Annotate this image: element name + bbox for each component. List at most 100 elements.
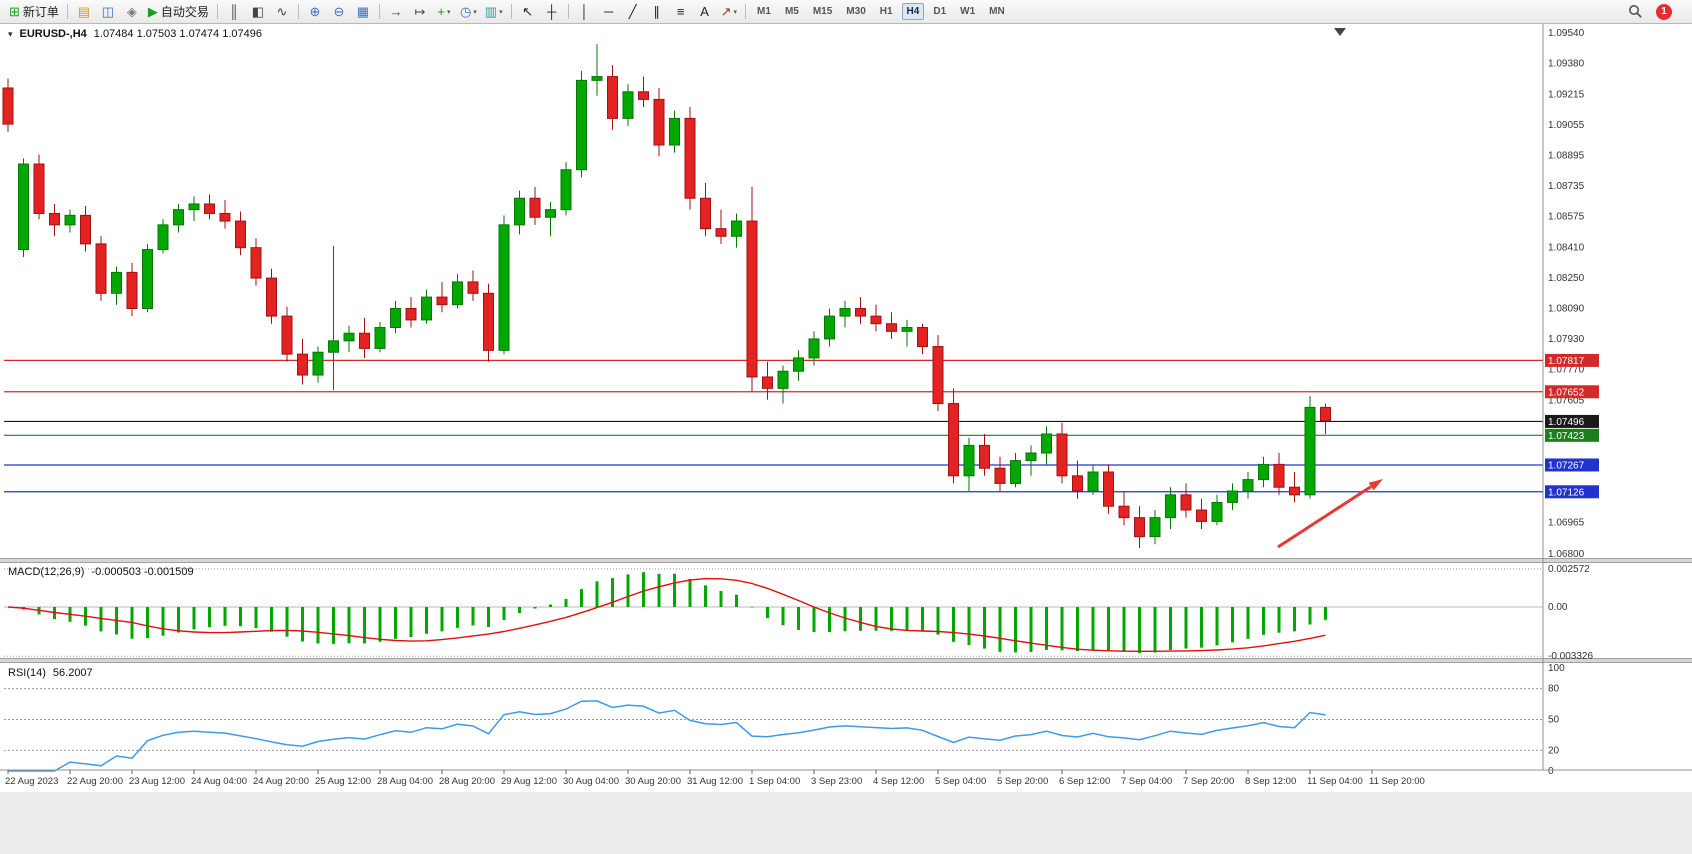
time-axis-label: 11 Sep 20:00 [1369,776,1425,787]
macd-title-row: MACD(12,26,9) -0.000503 -0.001509 [8,566,194,578]
bull-candle-body [1227,490,1238,503]
chart-menu-icon[interactable]: ▾ [8,28,13,39]
window-bottom-area [0,792,1692,854]
vertical-line-button[interactable]: │ [574,2,596,22]
bull-candle-body [731,220,742,237]
bear-candle-body [405,308,417,321]
rsi-axis-label: 100 [1548,663,1565,674]
timeframe-m30-button[interactable]: M30 [846,6,866,17]
cursor-button[interactable]: ↖ [517,2,539,22]
bear-candle-body [1118,505,1130,519]
bear-candle-body [917,327,928,348]
periods-button[interactable]: ◷ ▾ [457,2,480,22]
timeframe-m1-button[interactable]: M1 [757,6,771,17]
auto-scroll-button[interactable]: → [385,2,407,22]
candlestick-chart-button[interactable]: ◧ [247,2,269,22]
tile-windows-icon: ▦ [356,4,370,19]
data-window-button[interactable]: ◫ [97,2,119,22]
channel-button[interactable]: ∥ [646,2,668,22]
time-axis-label: 31 Aug 12:00 [687,776,743,787]
trend-arrow-head[interactable] [1368,479,1383,491]
notification-badge[interactable]: 1 [1656,3,1672,20]
bear-candle-body [1196,509,1207,522]
bear-candle-body [979,444,990,469]
bid-price-line-tag [1545,414,1599,428]
autotrading-button[interactable]: ▶ 自动交易 [145,2,212,22]
fibonacci-button[interactable]: ≡ [670,2,692,22]
bar-chart-button[interactable]: ║ [223,2,245,22]
price-axis-label: 1.08410 [1548,243,1585,254]
rsi-axis-label: 0 [1548,766,1554,777]
time-axis-label: 3 Sep 23:00 [811,776,862,787]
chart-shift-button[interactable]: ↦ [409,2,431,22]
time-axis-label: 8 Sep 12:00 [1245,776,1296,787]
toolbar-separator [567,4,569,19]
line-chart-icon: ∿ [276,4,288,19]
bear-candle-body [483,292,494,351]
navigator-icon: ◈ [126,4,137,19]
green-level-line-tag [1545,428,1599,442]
autotrading-button-label: 自动交易 [160,5,209,19]
rsi-line [8,700,1326,772]
trendline-button[interactable]: ╱ [622,2,644,22]
search-button[interactable] [1624,2,1646,22]
toolbar-separator [297,4,299,19]
bear-candle-body [1273,463,1285,488]
timeframe-mn-button[interactable]: MN [989,6,1005,17]
cursor-icon: ↖ [522,4,534,19]
bull-candle-body [669,117,680,146]
bear-candle-body [1134,517,1145,538]
line-chart-button[interactable]: ∿ [271,2,293,22]
bear-candle-body [235,220,246,249]
bull-candle-body [1304,406,1316,496]
price-axis-label: 1.08575 [1548,211,1585,222]
panel-separator[interactable] [0,558,1692,563]
bear-candle-body [762,376,773,389]
price-axis-label: 1.08735 [1548,181,1585,192]
bear-candle-body [204,203,215,214]
price-axis-label: 1.07930 [1548,334,1585,345]
navigator-button[interactable]: ◈ [121,2,143,22]
price-axis-label: 1.09540 [1548,28,1585,39]
arrows-button[interactable]: ↗ ▾ [718,2,740,22]
chart-shift-marker[interactable] [1334,28,1346,36]
time-axis-label: 5 Sep 20:00 [997,776,1048,787]
horizontal-line-button[interactable]: ─ [598,2,620,22]
bear-candle-body [870,315,882,325]
macd-title: MACD(12,26,9) [8,566,85,578]
bull-candle-body [777,370,789,389]
dropdown-caret-icon: ▾ [473,8,477,16]
timeframe-h4-button[interactable]: H4 [901,3,925,20]
time-axis-label: 11 Sep 04:00 [1307,776,1363,787]
trend-arrow-annotation[interactable] [1277,485,1372,549]
time-axis-label: 30 Aug 04:00 [563,776,619,787]
market-watch-button[interactable]: ▤ [73,2,95,22]
timeframe-h1-button[interactable]: H1 [879,6,893,17]
zoom-out-button[interactable]: ⊖ [328,2,350,22]
tile-windows-button[interactable]: ▦ [352,2,374,22]
bull-candle-body [142,249,153,310]
bull-candle-body [901,327,913,332]
auto-scroll-icon: → [389,4,403,19]
bear-candle-body [529,197,541,218]
bear-candle-body [1180,494,1192,511]
macd-axis-label: 0.002572 [1548,564,1590,575]
bull-candle-body [514,197,525,226]
indicators-button[interactable]: + ▾ [433,2,455,22]
time-axis-label: 29 Aug 12:00 [501,776,557,787]
timeframe-m15-button[interactable]: M15 [812,6,833,17]
text-button[interactable]: A [694,2,716,22]
horizontal-line-icon: ─ [604,4,614,19]
new-order-button[interactable]: ⊞ 新订单 [6,2,62,22]
timeframe-w1-button[interactable]: W1 [960,6,976,17]
zoom-in-button[interactable]: ⊕ [304,2,326,22]
bear-candle-body [219,212,231,222]
bear-candle-body [653,98,665,146]
timeframe-m5-button[interactable]: M5 [784,6,799,17]
bear-candle-body [33,163,45,214]
panel-separator[interactable] [0,658,1692,663]
templates-button[interactable]: ▥ ▾ [482,2,506,22]
timeframe-d1-button[interactable]: D1 [933,6,947,17]
crosshair-button[interactable]: ┼ [541,2,563,22]
